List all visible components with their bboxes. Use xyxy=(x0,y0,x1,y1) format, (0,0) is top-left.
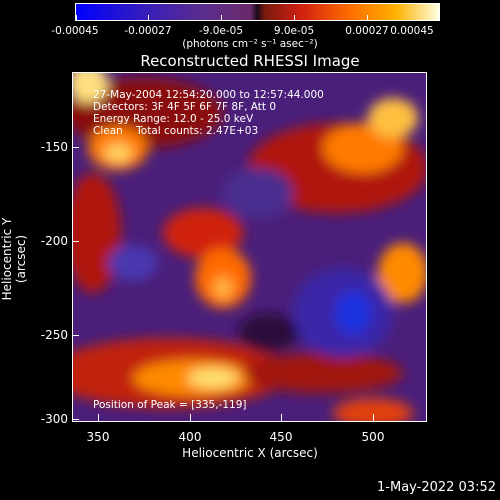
x-tick-label: 350 xyxy=(86,430,110,444)
x-tick-mark xyxy=(190,414,191,421)
detectors: Detectors: 3F 4F 5F 6F 7F 8F, Att 0 xyxy=(93,101,277,113)
x-axis-label: Heliocentric X (arcsec) xyxy=(182,446,318,460)
colorbar-tick xyxy=(294,15,295,20)
colorbar-label: 0.00045 xyxy=(390,25,434,37)
x-tick-label: 400 xyxy=(178,430,202,444)
colorbar-tick xyxy=(148,15,149,20)
y-tick-mark xyxy=(72,147,79,148)
colorbar-tick xyxy=(438,15,439,20)
y-axis-label: Heliocentric Y (arcsec) xyxy=(0,217,28,301)
x-tick-mark xyxy=(281,414,282,421)
rhessi-image: 27-May-2004 12:54:20.000 to 12:57:44.000… xyxy=(72,72,427,422)
y-tick-mark xyxy=(72,335,79,336)
colorbar-tick xyxy=(76,15,77,20)
x-tick-mark xyxy=(98,414,99,421)
colorbar-label: 0.00027 xyxy=(345,25,389,37)
x-tick-label: 500 xyxy=(361,430,385,444)
image-heatmap xyxy=(73,73,426,421)
energy-range: Energy Range: 12.0 - 25.0 keV xyxy=(93,113,254,125)
colorbar-tick xyxy=(221,15,222,20)
x-tick-label: 450 xyxy=(269,430,293,444)
colorbar-label: -0.00045 xyxy=(51,25,99,37)
y-tick-mark xyxy=(72,241,79,242)
time-range: 27-May-2004 12:54:20.000 to 12:57:44.000 xyxy=(93,89,324,101)
colorbar-label: 9.0e-05 xyxy=(273,25,315,37)
peak-position: Position of Peak = [335,-119] xyxy=(93,399,247,411)
colorbar-label: -9.0e-05 xyxy=(198,25,244,37)
plot-title: Reconstructed RHESSI Image xyxy=(140,52,360,70)
footer-date: 1-May-2022 03:52 xyxy=(377,480,496,495)
y-tick-label: -150 xyxy=(40,140,68,154)
y-tick-label: -200 xyxy=(40,234,68,248)
y-tick-mark xyxy=(72,419,79,420)
clean-counts: Clean Total counts: 2.47E+03 xyxy=(93,125,259,137)
colorbar-tick xyxy=(367,15,368,20)
colorbar-label: -0.00027 xyxy=(124,25,172,37)
colorbar-units: (photons cm⁻² s⁻¹ asec⁻²) xyxy=(182,38,318,50)
x-tick-mark xyxy=(373,414,374,421)
colorbar xyxy=(75,3,440,21)
y-tick-label: -250 xyxy=(40,328,68,342)
y-tick-label: -300 xyxy=(40,412,68,426)
